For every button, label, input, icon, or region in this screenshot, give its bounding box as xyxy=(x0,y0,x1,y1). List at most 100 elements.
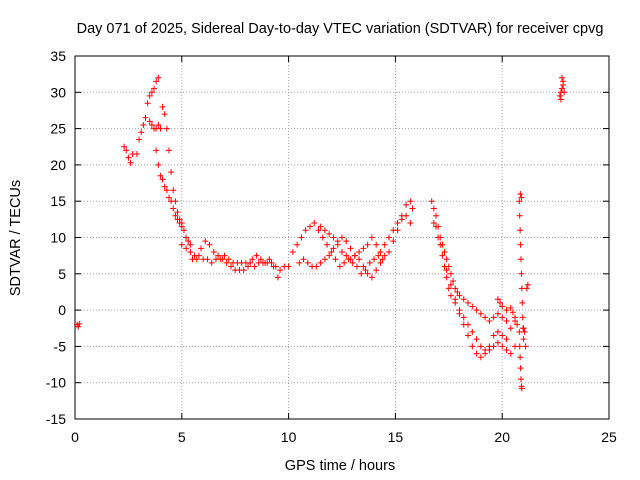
y-tick-label: 20 xyxy=(50,157,66,173)
data-point xyxy=(123,147,130,154)
data-point xyxy=(521,328,528,335)
data-point xyxy=(347,245,354,252)
data-point xyxy=(153,78,160,85)
data-point xyxy=(155,161,162,168)
x-tick-label: 5 xyxy=(178,429,186,445)
x-tick-label: 15 xyxy=(388,429,404,445)
data-point xyxy=(494,339,501,346)
data-point xyxy=(482,350,489,357)
data-point xyxy=(268,259,275,266)
data-point xyxy=(127,159,134,166)
data-point xyxy=(439,252,446,259)
data-point xyxy=(499,303,506,310)
data-point xyxy=(497,299,504,306)
data-point xyxy=(477,310,484,317)
data-point xyxy=(159,103,166,110)
data-point xyxy=(452,296,459,303)
data-point xyxy=(432,212,439,219)
data-point xyxy=(482,314,489,321)
data-point xyxy=(334,241,341,248)
y-tick-label: 5 xyxy=(58,266,66,282)
data-point xyxy=(499,314,506,321)
data-point xyxy=(517,241,524,248)
data-point xyxy=(163,187,170,194)
data-point xyxy=(520,325,527,332)
data-point xyxy=(240,267,247,274)
data-point xyxy=(409,205,416,212)
data-point xyxy=(187,241,194,248)
data-point xyxy=(249,256,256,263)
data-point xyxy=(366,259,373,266)
data-point xyxy=(142,114,149,121)
data-point xyxy=(364,270,371,277)
data-point xyxy=(121,143,128,150)
data-point xyxy=(300,256,307,263)
data-point xyxy=(499,343,506,350)
data-point xyxy=(379,256,386,263)
data-point xyxy=(321,227,328,234)
data-point xyxy=(390,238,397,245)
data-point xyxy=(443,256,450,263)
y-tick-label: -5 xyxy=(54,338,67,354)
data-point xyxy=(454,288,461,295)
y-tick-label: 10 xyxy=(50,230,66,246)
data-point xyxy=(210,249,217,256)
data-point xyxy=(456,310,463,317)
data-point xyxy=(445,285,452,292)
data-point xyxy=(304,259,311,266)
data-point xyxy=(407,219,414,226)
data-point xyxy=(336,263,343,270)
data-point xyxy=(561,89,568,96)
data-point xyxy=(174,209,181,216)
data-point xyxy=(385,234,392,241)
data-point xyxy=(473,350,480,357)
data-point xyxy=(517,376,524,383)
data-point xyxy=(274,274,281,281)
data-point xyxy=(253,252,260,259)
data-point xyxy=(381,252,388,259)
data-point xyxy=(277,267,284,274)
data-point xyxy=(339,249,345,256)
data-point xyxy=(503,317,510,324)
data-point xyxy=(136,136,143,143)
data-point xyxy=(347,256,354,263)
data-point xyxy=(360,245,367,252)
data-point xyxy=(516,198,523,205)
data-point xyxy=(518,385,525,392)
data-point xyxy=(247,259,254,266)
data-point xyxy=(193,256,200,263)
data-point xyxy=(560,78,567,85)
data-point xyxy=(330,245,337,252)
data-point xyxy=(195,252,202,259)
data-point xyxy=(443,274,450,281)
data-point xyxy=(430,219,437,226)
data-point xyxy=(499,332,506,339)
data-point xyxy=(180,227,187,234)
data-point xyxy=(339,234,345,241)
data-point xyxy=(437,241,444,248)
data-point xyxy=(516,212,523,219)
data-point xyxy=(289,249,296,256)
data-point xyxy=(298,234,305,241)
data-point xyxy=(441,263,448,270)
data-point xyxy=(185,238,192,245)
y-axis-ticks: -15 -10 -5 0 5 10 15 20 25 30 35 xyxy=(46,48,609,427)
data-point xyxy=(165,194,172,201)
data-point xyxy=(503,336,510,343)
data-point xyxy=(403,201,410,208)
data-point xyxy=(456,292,463,299)
data-point xyxy=(321,256,328,263)
x-axis-label: GPS time / hours xyxy=(285,458,395,474)
data-point xyxy=(294,241,301,248)
x-tick-label: 20 xyxy=(494,429,510,445)
data-point xyxy=(373,241,380,248)
data-point xyxy=(385,249,392,256)
y-tick-label: 15 xyxy=(50,193,66,209)
data-point xyxy=(460,321,467,328)
data-point xyxy=(490,332,497,339)
data-point xyxy=(170,205,177,212)
data-point xyxy=(206,241,213,248)
data-point xyxy=(469,303,476,310)
data-point xyxy=(76,320,83,327)
data-point xyxy=(168,169,175,176)
